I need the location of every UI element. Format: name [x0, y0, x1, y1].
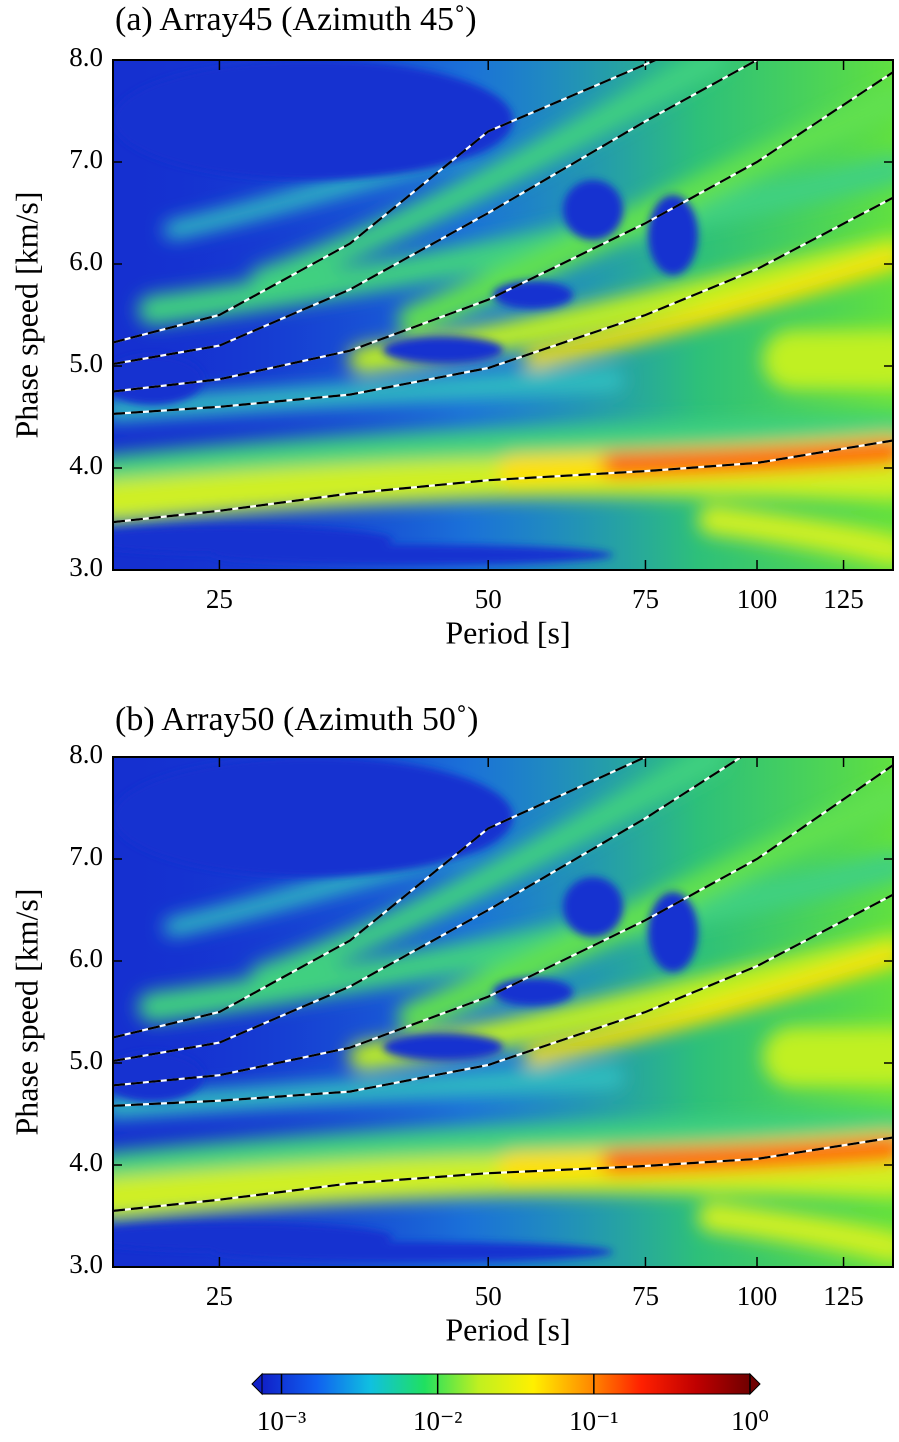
- y-tick-label: 3.0: [69, 1249, 103, 1279]
- curves: [113, 757, 893, 1212]
- colorbar-high: [749, 1372, 761, 1396]
- x-axis-label: Period [s]: [445, 614, 570, 650]
- dispersion-curve: [113, 757, 646, 1039]
- y-axis-label: Phase speed [km/s]: [8, 191, 44, 438]
- y-tick-label: 6.0: [69, 943, 103, 973]
- curve-halo: [113, 1136, 893, 1212]
- curve-halo: [113, 439, 893, 524]
- x-tick-label: 125: [823, 584, 864, 614]
- x-tick-label: 50: [475, 584, 502, 614]
- y-axis-label: Phase speed [km/s]: [8, 888, 44, 1135]
- x-tick-label: 100: [737, 584, 778, 614]
- x-tick-label: 75: [632, 584, 659, 614]
- chart-title: (b) Array50 (Azimuth 50˚): [115, 701, 479, 738]
- x-tick-label: 50: [475, 1281, 502, 1311]
- colorbar-tick-label: 10⁰: [731, 1406, 769, 1436]
- y-tick-label: 7.0: [69, 841, 103, 871]
- curves: [113, 60, 893, 524]
- y-tick-label: 6.0: [69, 246, 103, 276]
- colorbar-tick-label: 10⁻¹: [569, 1406, 618, 1436]
- x-tick-label: 25: [206, 584, 233, 614]
- colorbar: [261, 1373, 751, 1395]
- dispersion-curve: [113, 196, 893, 415]
- plot-frame: [112, 756, 894, 1268]
- colorbar-tick-label: 10⁻³: [257, 1406, 306, 1436]
- y-tick-label: 5.0: [69, 348, 103, 378]
- dispersion-curve: [113, 71, 893, 393]
- x-tick-label: 100: [737, 1281, 778, 1311]
- plot-frame: [112, 59, 894, 571]
- dispersion-curve: [113, 60, 657, 344]
- dispersion-curve: [113, 60, 758, 366]
- y-tick-label: 8.0: [69, 739, 103, 769]
- x-tick-label: 25: [206, 1281, 233, 1311]
- x-axis-label: Period [s]: [445, 1311, 570, 1347]
- chart-title: (a) Array45 (Azimuth 45˚): [115, 1, 477, 38]
- y-tick-label: 7.0: [69, 144, 103, 174]
- dispersion-curve: [113, 893, 893, 1107]
- y-tick-label: 4.0: [69, 1147, 103, 1177]
- y-tick-label: 3.0: [69, 552, 103, 582]
- dispersion-curve: [113, 764, 893, 1087]
- colorbar-tick-label: 10⁻²: [413, 1406, 462, 1436]
- dispersion-curve: [113, 757, 742, 1063]
- x-tick-label: 75: [632, 1281, 659, 1311]
- colorbar-low: [251, 1372, 263, 1396]
- y-tick-label: 4.0: [69, 450, 103, 480]
- y-tick-label: 8.0: [69, 42, 103, 72]
- y-tick-label: 5.0: [69, 1045, 103, 1075]
- x-tick-label: 125: [823, 1281, 864, 1311]
